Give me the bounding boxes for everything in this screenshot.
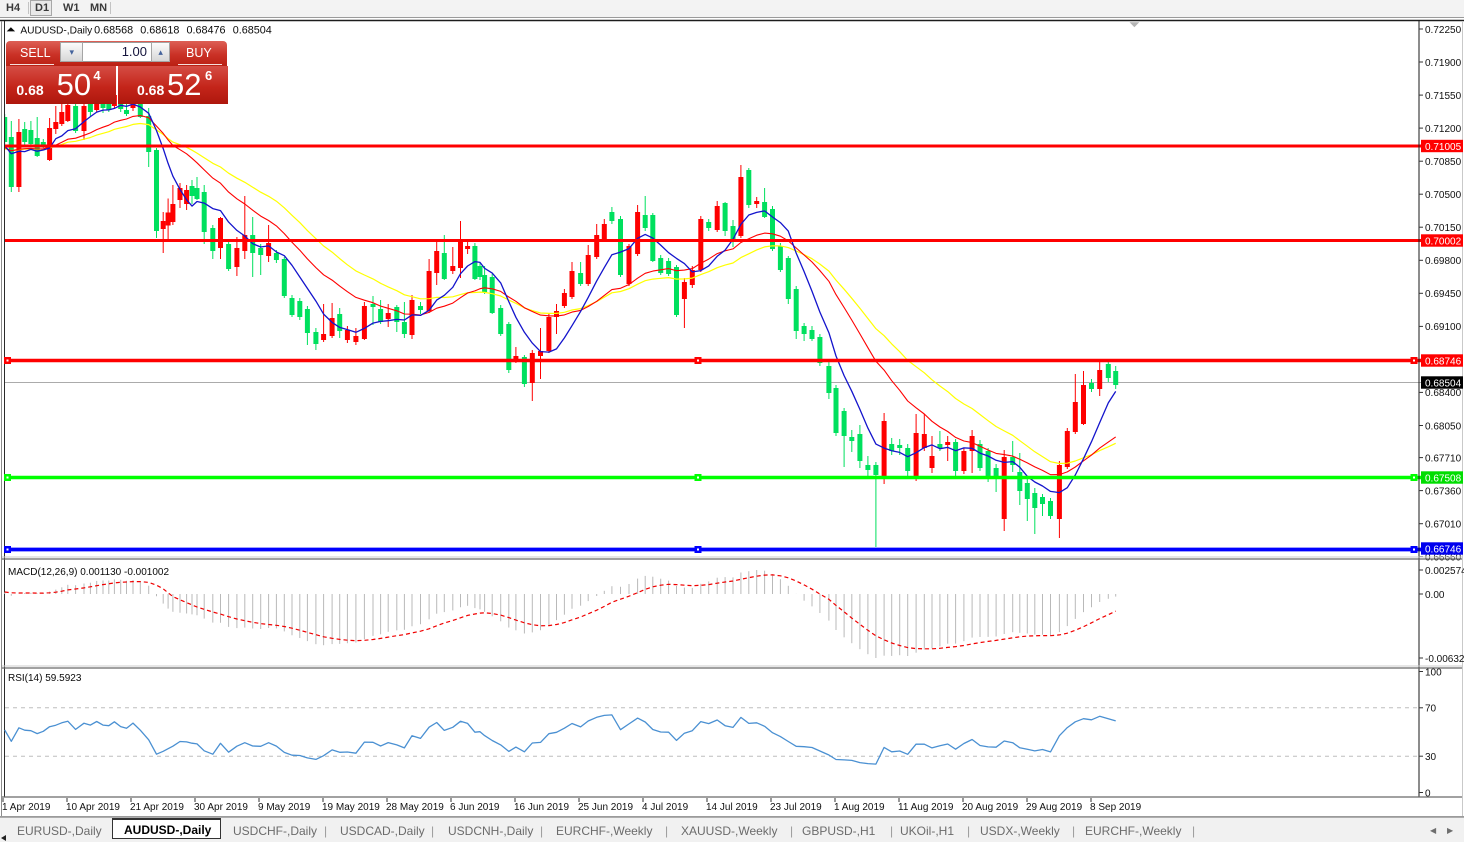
svg-text:0.66660: 0.66660 bbox=[1425, 553, 1462, 564]
svg-text:RSI(14) 59.5923: RSI(14) 59.5923 bbox=[8, 673, 82, 684]
svg-text:4 Jul 2019: 4 Jul 2019 bbox=[642, 802, 689, 813]
svg-text:0.70500: 0.70500 bbox=[1425, 190, 1462, 201]
svg-text:0.70850: 0.70850 bbox=[1425, 157, 1462, 168]
svg-text:0.002574: 0.002574 bbox=[1425, 566, 1464, 577]
svg-text:0.68504: 0.68504 bbox=[233, 24, 272, 36]
svg-text:6 Jun 2019: 6 Jun 2019 bbox=[450, 802, 500, 813]
svg-text:MACD(12,26,9) 0.001130 -0.0010: MACD(12,26,9) 0.001130 -0.001002 bbox=[8, 567, 169, 578]
svg-text:20 Aug 2019: 20 Aug 2019 bbox=[962, 802, 1019, 813]
svg-text:0.68504: 0.68504 bbox=[1425, 378, 1462, 389]
svg-text:28 May 2019: 28 May 2019 bbox=[386, 802, 444, 813]
svg-text:0.66746: 0.66746 bbox=[1425, 544, 1462, 555]
svg-text:0.68618: 0.68618 bbox=[140, 24, 179, 36]
svg-text:0.71200: 0.71200 bbox=[1425, 124, 1462, 135]
svg-text:11 Aug 2019: 11 Aug 2019 bbox=[898, 802, 954, 813]
svg-text:0.67508: 0.67508 bbox=[1425, 473, 1462, 484]
svg-text:0.70002: 0.70002 bbox=[1425, 236, 1462, 247]
svg-text:0.71005: 0.71005 bbox=[1425, 142, 1462, 153]
svg-text:30: 30 bbox=[1425, 752, 1437, 763]
svg-text:0.71900: 0.71900 bbox=[1425, 58, 1462, 69]
svg-text:14 Jul 2019: 14 Jul 2019 bbox=[706, 802, 758, 813]
svg-text:23 Jul 2019: 23 Jul 2019 bbox=[770, 802, 822, 813]
svg-text:AUDUSD-,Daily: AUDUSD-,Daily bbox=[20, 25, 93, 36]
svg-text:0.70150: 0.70150 bbox=[1425, 223, 1462, 234]
svg-text:0: 0 bbox=[1425, 788, 1431, 799]
svg-text:0.67710: 0.67710 bbox=[1425, 453, 1462, 464]
svg-text:25 Jun 2019: 25 Jun 2019 bbox=[578, 802, 633, 813]
svg-text:0.67010: 0.67010 bbox=[1425, 520, 1462, 531]
svg-text:8 Sep 2019: 8 Sep 2019 bbox=[1090, 802, 1142, 813]
svg-text:16 Jun 2019: 16 Jun 2019 bbox=[514, 802, 569, 813]
svg-text:1 Apr 2019: 1 Apr 2019 bbox=[2, 802, 51, 813]
svg-text:0.67360: 0.67360 bbox=[1425, 486, 1462, 497]
svg-text:0.69800: 0.69800 bbox=[1425, 256, 1462, 267]
svg-text:0.68050: 0.68050 bbox=[1425, 421, 1462, 432]
svg-text:0.00: 0.00 bbox=[1425, 590, 1445, 601]
svg-text:1 Aug 2019: 1 Aug 2019 bbox=[834, 802, 885, 813]
svg-text:0.71550: 0.71550 bbox=[1425, 91, 1462, 102]
svg-text:21 Apr 2019: 21 Apr 2019 bbox=[130, 802, 184, 813]
svg-text:0.72250: 0.72250 bbox=[1425, 25, 1462, 36]
svg-text:-0.006326: -0.006326 bbox=[1425, 654, 1464, 665]
svg-text:70: 70 bbox=[1425, 704, 1437, 715]
svg-text:30 Apr 2019: 30 Apr 2019 bbox=[194, 802, 248, 813]
svg-text:0.68568: 0.68568 bbox=[94, 24, 133, 36]
svg-text:0.69100: 0.69100 bbox=[1425, 322, 1462, 333]
svg-text:9 May 2019: 9 May 2019 bbox=[258, 802, 311, 813]
svg-text:0.68400: 0.68400 bbox=[1425, 388, 1462, 399]
svg-text:0.68476: 0.68476 bbox=[187, 24, 226, 36]
svg-text:29 Aug 2019: 29 Aug 2019 bbox=[1026, 802, 1083, 813]
svg-text:100: 100 bbox=[1425, 667, 1442, 678]
svg-text:0.69450: 0.69450 bbox=[1425, 289, 1462, 300]
svg-text:10 Apr 2019: 10 Apr 2019 bbox=[66, 802, 120, 813]
svg-text:19 May 2019: 19 May 2019 bbox=[322, 802, 380, 813]
svg-text:0.68746: 0.68746 bbox=[1425, 356, 1462, 367]
